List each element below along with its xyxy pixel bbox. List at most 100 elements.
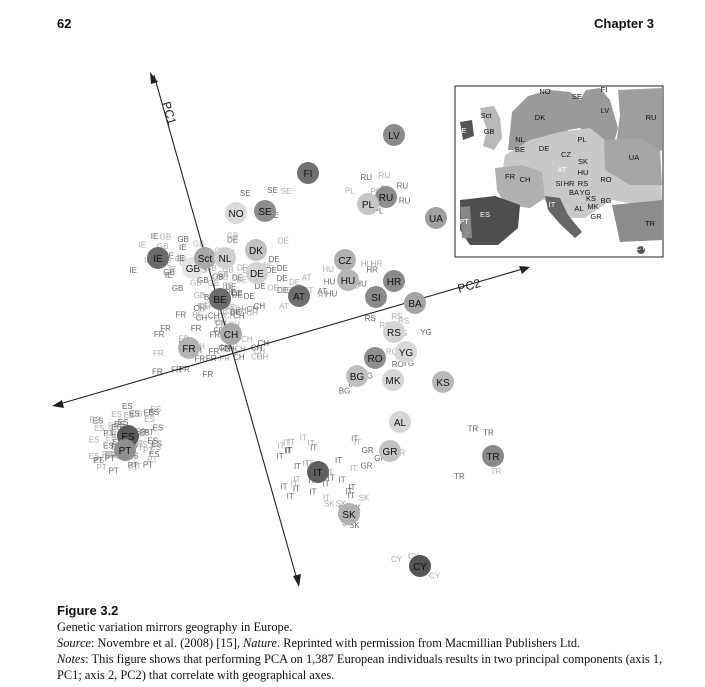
centroid-label: YG [399, 348, 414, 359]
map-label-pl: PL [577, 135, 586, 144]
individual-point-label: IT [339, 475, 346, 484]
map-label-pt: PT [459, 217, 469, 226]
centroid-dk: DK [245, 239, 267, 261]
individual-point-label: RU [361, 173, 373, 182]
individual-point-label: IE [139, 240, 147, 249]
centroid-pl: PL [357, 193, 379, 215]
centroid-marker [383, 270, 405, 292]
individual-point-label: PT [102, 450, 112, 459]
individual-point-label: HU [322, 265, 334, 274]
centroid-fr: FR [178, 337, 200, 359]
individual-point-label: GB [212, 273, 224, 282]
individual-point-label: IT [294, 462, 301, 471]
individual-point-label: GB [197, 276, 209, 285]
individual-point-label: FR [175, 310, 186, 319]
map-label-ie: IE [459, 126, 466, 135]
individual-point-label: CH [223, 344, 235, 353]
individual-point-label: SE [240, 189, 251, 198]
individual-point-label: FR [214, 316, 225, 325]
map-label-cz: CZ [561, 150, 571, 159]
individual-point-label: GB [172, 284, 184, 293]
individual-point-label: SE [267, 186, 278, 195]
map-label-cy: CY [636, 243, 646, 252]
individual-point-label: FR [206, 354, 217, 363]
individual-point-label: GB [177, 235, 189, 244]
centroid-marker [346, 365, 368, 387]
centroid-marker [409, 555, 431, 577]
individual-point-label: TR [483, 428, 494, 437]
centroid-label: RU [379, 193, 393, 204]
centroid-marker [178, 337, 200, 359]
map-label-ro: RO [600, 175, 611, 184]
map-land-ireland [460, 120, 474, 140]
centroid-label: ES [121, 432, 135, 443]
map-label-it: IT [549, 200, 556, 209]
individual-point-label: AT [302, 274, 312, 283]
map-label-al: AL [574, 204, 583, 213]
individual-point-label: ES [148, 408, 159, 417]
centroid-label: MK [386, 376, 401, 387]
individual-point-label: DE [232, 290, 243, 299]
individual-point-label: FR [154, 330, 165, 339]
map-label-gr: GR [590, 212, 602, 221]
individual-point-label: SE [281, 187, 292, 196]
individual-point-label: CH [235, 306, 247, 315]
individual-point-label: CH [215, 318, 227, 327]
individual-point-label: PT [143, 446, 153, 455]
individual-point-label: DE [231, 289, 242, 298]
individual-point-label: GB [194, 291, 206, 300]
individual-point-label: ES [150, 443, 161, 452]
individual-point-label: IT [345, 487, 352, 496]
individual-point-label: AT [318, 291, 328, 300]
individual-point-label: HU [361, 260, 373, 269]
individual-point-label: ES [149, 450, 160, 459]
individual-point-label: ES [135, 427, 146, 436]
centroid-marker [245, 239, 267, 261]
centroid-cy: CY [409, 555, 431, 577]
individual-point-label: CH [193, 304, 205, 313]
individual-point-label: PT [133, 443, 143, 452]
individual-point-label: ES [89, 415, 100, 424]
centroid-marker [307, 461, 329, 483]
individual-point-label: BE [236, 276, 247, 285]
individual-point-label: CH [196, 314, 208, 323]
individual-point-label: FR [179, 365, 190, 374]
centroid-it: IT [307, 461, 329, 483]
individual-point-label: IE [151, 232, 159, 241]
individual-point-label: CH [241, 308, 253, 317]
individual-point-label: CH [225, 345, 237, 354]
individual-point-label: ES [144, 409, 155, 418]
individual-point-label: GR [374, 454, 386, 463]
individual-point-label: SK [349, 521, 360, 530]
centroid-marker [482, 445, 504, 467]
individual-point-label: PT [144, 428, 154, 437]
individual-point-label: GR [362, 446, 374, 455]
centroid-label: GR [383, 447, 398, 458]
centroid-marker [383, 124, 405, 146]
centroid-marker [225, 202, 247, 224]
individual-point-label: IT [291, 479, 298, 488]
individual-point-label: PT [128, 461, 138, 470]
individual-point-label: DE [232, 273, 243, 282]
individual-point-label: RO [392, 360, 404, 369]
individual-point-label: IT [284, 446, 291, 455]
individual-point-label: ES [93, 417, 104, 426]
individual-point-label: GB [227, 231, 239, 240]
notes-text: : This figure shows that performing PCA … [57, 652, 663, 682]
centroid-label: FR [182, 344, 195, 355]
individual-point-label: FR [194, 355, 205, 364]
centroid-label: RS [387, 328, 401, 339]
individual-point-label: PL [371, 187, 381, 196]
map-label-hu: HU [578, 168, 589, 177]
centroid-label: IE [153, 254, 163, 265]
individual-point-label: CH [234, 345, 246, 354]
centroid-marker [214, 247, 236, 269]
centroid-ba: BA [404, 292, 426, 314]
individual-point-label: PT [133, 439, 143, 448]
map-label-fi: FI [601, 85, 608, 94]
centroid-ro: RO [364, 347, 386, 369]
individual-point-label: GB [217, 270, 229, 279]
centroid-ch: CH [220, 323, 242, 345]
individual-point-label: ES [94, 424, 105, 433]
centroid-label: BE [213, 295, 227, 306]
